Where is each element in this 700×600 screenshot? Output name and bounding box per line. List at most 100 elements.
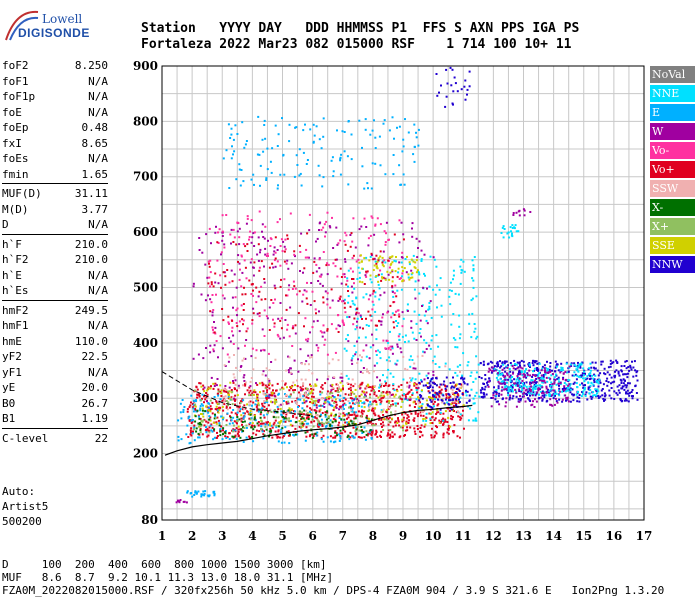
echo-point <box>229 381 232 384</box>
echo-point <box>602 397 605 400</box>
echo-point <box>401 150 404 153</box>
echo-point <box>212 491 215 494</box>
echo-point <box>300 425 303 428</box>
echo-point <box>243 286 245 289</box>
echo-point <box>289 409 292 412</box>
param-row: foF2 8.250 <box>2 58 108 74</box>
echo-point <box>619 399 622 402</box>
echo-point <box>227 315 230 318</box>
echo-point <box>435 265 438 268</box>
echo-point <box>330 389 333 392</box>
echo-point <box>204 398 207 401</box>
echo-point <box>214 272 217 275</box>
echo-point <box>288 371 290 374</box>
echo-point <box>428 391 431 394</box>
echo-point <box>336 243 339 246</box>
echo-point <box>202 493 204 496</box>
echo-point <box>360 405 363 408</box>
echo-point <box>277 317 280 320</box>
echo-point <box>557 378 560 381</box>
echo-point <box>334 258 337 261</box>
echo-point <box>510 390 513 393</box>
echo-point <box>417 413 420 415</box>
echo-point <box>522 382 524 385</box>
echo-point <box>251 319 254 322</box>
echo-point <box>387 239 390 241</box>
muf-row: MUF 8.6 8.7 9.2 10.1 11.3 13.0 18.0 31.1… <box>2 571 334 584</box>
echo-point <box>196 409 199 412</box>
echo-point <box>407 273 410 276</box>
echo-point <box>444 398 447 401</box>
echo-point <box>355 325 358 327</box>
echo-point <box>351 391 354 394</box>
echo-point <box>331 404 334 407</box>
echo-point <box>353 423 356 426</box>
echo-point <box>197 432 200 435</box>
echo-point <box>217 409 219 412</box>
echo-point <box>413 400 416 403</box>
echo-point <box>346 249 349 252</box>
echo-point <box>385 411 388 414</box>
echo-point <box>395 388 398 391</box>
echo-point <box>393 313 396 316</box>
echo-point <box>497 385 500 388</box>
echo-point <box>505 397 508 400</box>
echo-point <box>253 425 256 428</box>
echo-point <box>484 378 487 381</box>
echo-point <box>326 436 329 439</box>
echo-point <box>215 401 218 404</box>
echo-point <box>562 372 565 375</box>
echo-point <box>397 417 399 420</box>
echo-point <box>274 430 277 433</box>
echo-point <box>544 371 547 373</box>
echo-point <box>623 379 626 382</box>
echo-point <box>195 492 198 495</box>
echo-point <box>233 397 235 400</box>
echo-point <box>321 397 324 400</box>
echo-point <box>318 257 321 260</box>
echo-point <box>625 367 628 370</box>
echo-point <box>515 211 518 214</box>
echo-point <box>190 434 193 437</box>
echo-point <box>259 416 262 419</box>
echo-point <box>302 129 305 132</box>
echo-point <box>427 308 430 311</box>
echo-point <box>416 355 419 358</box>
echo-point <box>194 409 197 412</box>
echo-point <box>408 263 411 266</box>
echo-point <box>439 383 442 386</box>
echo-point <box>251 347 254 350</box>
echo-point <box>250 283 253 286</box>
echo-point <box>473 330 476 333</box>
echo-point <box>251 393 254 396</box>
echo-point <box>540 374 543 377</box>
echo-point <box>635 371 638 374</box>
echo-point <box>290 262 293 265</box>
echo-point <box>187 417 190 420</box>
echo-point <box>272 423 275 426</box>
echo-point <box>265 407 268 410</box>
echo-point <box>587 388 590 391</box>
echo-point <box>326 329 329 332</box>
echo-point <box>514 384 517 387</box>
echo-point <box>294 400 297 402</box>
echo-point <box>311 290 314 293</box>
echo-point <box>607 381 610 384</box>
echo-point <box>576 369 579 372</box>
echo-point <box>532 381 535 384</box>
echo-point <box>566 379 569 381</box>
echo-point <box>344 243 347 246</box>
echo-point <box>456 90 459 93</box>
echo-point <box>252 312 255 315</box>
echo-point <box>575 368 578 371</box>
echo-point <box>252 390 255 393</box>
echo-point <box>211 401 214 404</box>
echo-point <box>191 406 194 409</box>
echo-point <box>391 417 394 420</box>
echo-point <box>210 376 213 379</box>
echo-point <box>261 407 264 410</box>
echo-point <box>383 230 386 233</box>
echo-point <box>507 388 510 391</box>
echo-point <box>332 436 335 439</box>
echo-point <box>542 374 545 376</box>
